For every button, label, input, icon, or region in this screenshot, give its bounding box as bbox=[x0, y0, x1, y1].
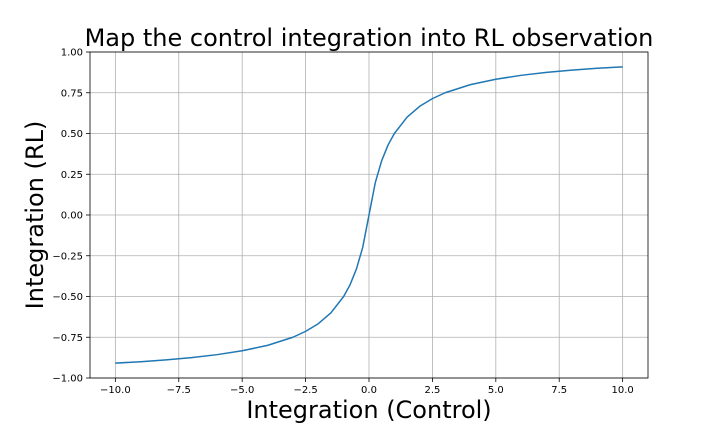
y-tick-label: 0.50 bbox=[61, 129, 83, 140]
x-tick-label: 10.0 bbox=[612, 385, 634, 396]
axis-ticks: −10.0 −7.5 −5.0 −2.5 0.0 2.5 5.0 7.5 10.0 −1.00 −0… bbox=[52, 48, 633, 397]
y-tick-label: 0.75 bbox=[61, 88, 83, 99]
y-tick-label: 0.25 bbox=[61, 170, 83, 181]
x-tick-label: 5.0 bbox=[488, 385, 504, 396]
x-tick-label: 2.5 bbox=[424, 385, 440, 396]
x-tick-label: −7.5 bbox=[167, 385, 191, 396]
y-tick-label: 0.00 bbox=[61, 211, 83, 222]
series-line bbox=[115, 66, 623, 364]
y-tick-label: −1.00 bbox=[52, 374, 83, 385]
series-layer bbox=[115, 66, 623, 364]
plot-frame bbox=[89, 51, 649, 379]
y-tick-label: 1.00 bbox=[61, 48, 83, 59]
x-tick-label: 7.5 bbox=[551, 385, 567, 396]
x-tick-label: 0.0 bbox=[361, 385, 377, 396]
x-tick-label: −5.0 bbox=[230, 385, 254, 396]
y-axis-label: Integration (RL) bbox=[21, 121, 49, 310]
x-axis-label: Integration (Control) bbox=[246, 396, 491, 424]
x-tick-label: −2.5 bbox=[293, 385, 317, 396]
x-tick-label: −10.0 bbox=[100, 385, 131, 396]
y-tick-label: −0.75 bbox=[52, 333, 83, 344]
y-tick-label: −0.25 bbox=[52, 251, 83, 262]
y-tick-label: −0.50 bbox=[52, 292, 83, 303]
chart-title: Map the control integration into RL obse… bbox=[85, 24, 654, 52]
